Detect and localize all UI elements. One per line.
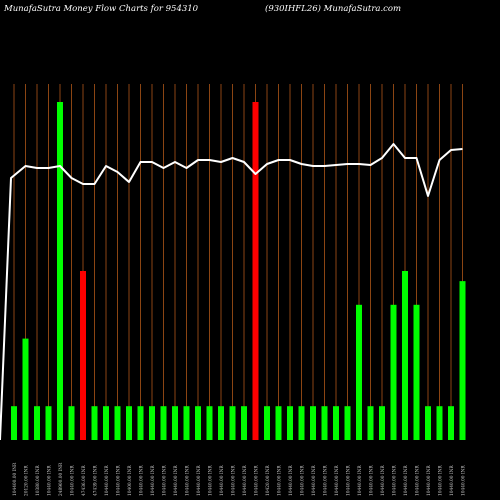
money-flow-bar <box>252 102 259 440</box>
money-flow-bar <box>218 406 224 440</box>
money-flow-bar <box>172 406 178 440</box>
money-flow-bars <box>11 102 466 440</box>
x-axis-label: 248900.00 INR <box>59 462 64 496</box>
money-flow-bar <box>379 406 385 440</box>
x-axis-label: 10440.00 INR <box>370 465 375 496</box>
money-flow-bar <box>459 281 466 440</box>
x-axis-label: 10440.00 INR <box>335 465 340 496</box>
price-line-path <box>0 143 463 441</box>
x-axis-label: 10440.00 INR <box>324 465 329 496</box>
x-axis-label: 10380.00 INR <box>36 465 41 496</box>
money-flow-bar <box>448 406 454 440</box>
money-flow-bar <box>425 406 431 440</box>
money-flow-bar <box>356 304 362 440</box>
x-axis-label: 10440.00 INR <box>243 465 248 496</box>
money-flow-bar <box>402 271 408 440</box>
money-flow-bar <box>91 406 98 440</box>
x-axis-label: 10440.00 INR <box>117 465 122 496</box>
chart-title: MunafaSutra Money Flow Charts for 954310 <box>4 4 199 14</box>
x-axis-label: 10400.00 INR <box>128 465 133 496</box>
x-axis-label: 47436.00 INR <box>82 465 87 496</box>
money-flow-bar <box>22 338 29 440</box>
x-axis-label: 10440.00 INR <box>232 465 237 496</box>
money-flow-bar <box>287 406 293 440</box>
money-flow-bar <box>413 304 420 440</box>
x-axis-label: 10440.00 INR <box>209 465 214 496</box>
x-axis-label: 20120.00 INR <box>25 465 30 496</box>
money-flow-bar <box>160 406 167 440</box>
money-flow-bar <box>114 406 121 440</box>
x-axis-label: 10440.00 INR <box>48 465 53 496</box>
x-axis-label: 10440.00 INR <box>151 465 156 496</box>
price-line <box>0 143 463 441</box>
x-axis-label: 10440.00 INR <box>174 465 179 496</box>
x-axis-label: 10440.00 INR <box>393 465 398 496</box>
x-axis-label: 10440.00 INR <box>416 465 421 496</box>
x-axis-label: 10440.00 INR <box>439 465 444 496</box>
money-flow-bar <box>333 406 339 440</box>
x-axis-label: 10440.00 INR <box>163 465 168 496</box>
money-flow-bar <box>149 406 155 440</box>
x-axis-label: 10440.00 INR <box>255 465 260 496</box>
x-axis-label: 10440.00 INR <box>450 465 455 496</box>
money-flow-bar <box>68 406 75 440</box>
x-axis-label: 10440.00 INR <box>427 465 432 496</box>
money-flow-bar <box>57 102 63 440</box>
money-flow-bar <box>367 406 374 440</box>
money-flow-bar <box>275 406 282 440</box>
money-flow-bar <box>206 406 213 440</box>
x-axis-label: 10440.00 INR <box>197 465 202 496</box>
x-axis-label: 104400.00 INR <box>13 462 18 496</box>
x-axis-label: 10440.00 INR <box>312 465 317 496</box>
x-axis-label: 10440.00 INR <box>289 465 294 496</box>
money-flow-bar <box>264 406 270 440</box>
money-flow-bar <box>436 406 443 440</box>
chart-subtitle: (930IHFL26) MunafaSutra.com <box>265 4 402 14</box>
x-axis-label: 10440.00 INR <box>347 465 352 496</box>
x-axis-label: 10440.00 INR <box>301 465 306 496</box>
money-flow-bar <box>195 406 201 440</box>
x-axis-label: 10440.00 INR <box>404 465 409 496</box>
x-axis-label: 10440.00 INR <box>71 465 76 496</box>
money-flow-bar <box>137 406 144 440</box>
money-flow-bar <box>126 406 132 440</box>
x-axis-label: 10440.00 INR <box>381 465 386 496</box>
x-axis-label: 10440.00 INR <box>278 465 283 496</box>
money-flow-bar <box>103 406 109 440</box>
x-axis-label: 10440.00 INR <box>140 465 145 496</box>
money-flow-bar <box>310 406 316 440</box>
money-flow-bar <box>229 406 236 440</box>
money-flow-bar <box>45 406 52 440</box>
x-axis-labels: 104400.00 INR 20120.00 INR 10380.00 INR 104… <box>13 462 467 496</box>
x-axis-label: 10440.00 INR <box>105 465 110 496</box>
money-flow-bar <box>183 406 190 440</box>
money-flow-bar <box>80 271 86 440</box>
money-flow-bar <box>298 406 305 440</box>
x-axis-label: 10440.00 INR <box>186 465 191 496</box>
x-axis-label: 10420.00 INR <box>266 465 271 496</box>
x-axis-label: 10440.00 INR <box>462 465 467 496</box>
money-flow-bar <box>390 304 397 440</box>
money-flow-bar <box>241 406 247 440</box>
money-flow-bar <box>34 406 40 440</box>
money-flow-bar <box>344 406 351 440</box>
money-flow-bar <box>321 406 328 440</box>
money-flow-bar <box>11 406 17 440</box>
x-axis-label: 10440.00 INR <box>220 465 225 496</box>
x-axis-label: 47439.00 INR <box>94 465 99 496</box>
x-axis-label: 10440.00 INR <box>358 465 363 496</box>
